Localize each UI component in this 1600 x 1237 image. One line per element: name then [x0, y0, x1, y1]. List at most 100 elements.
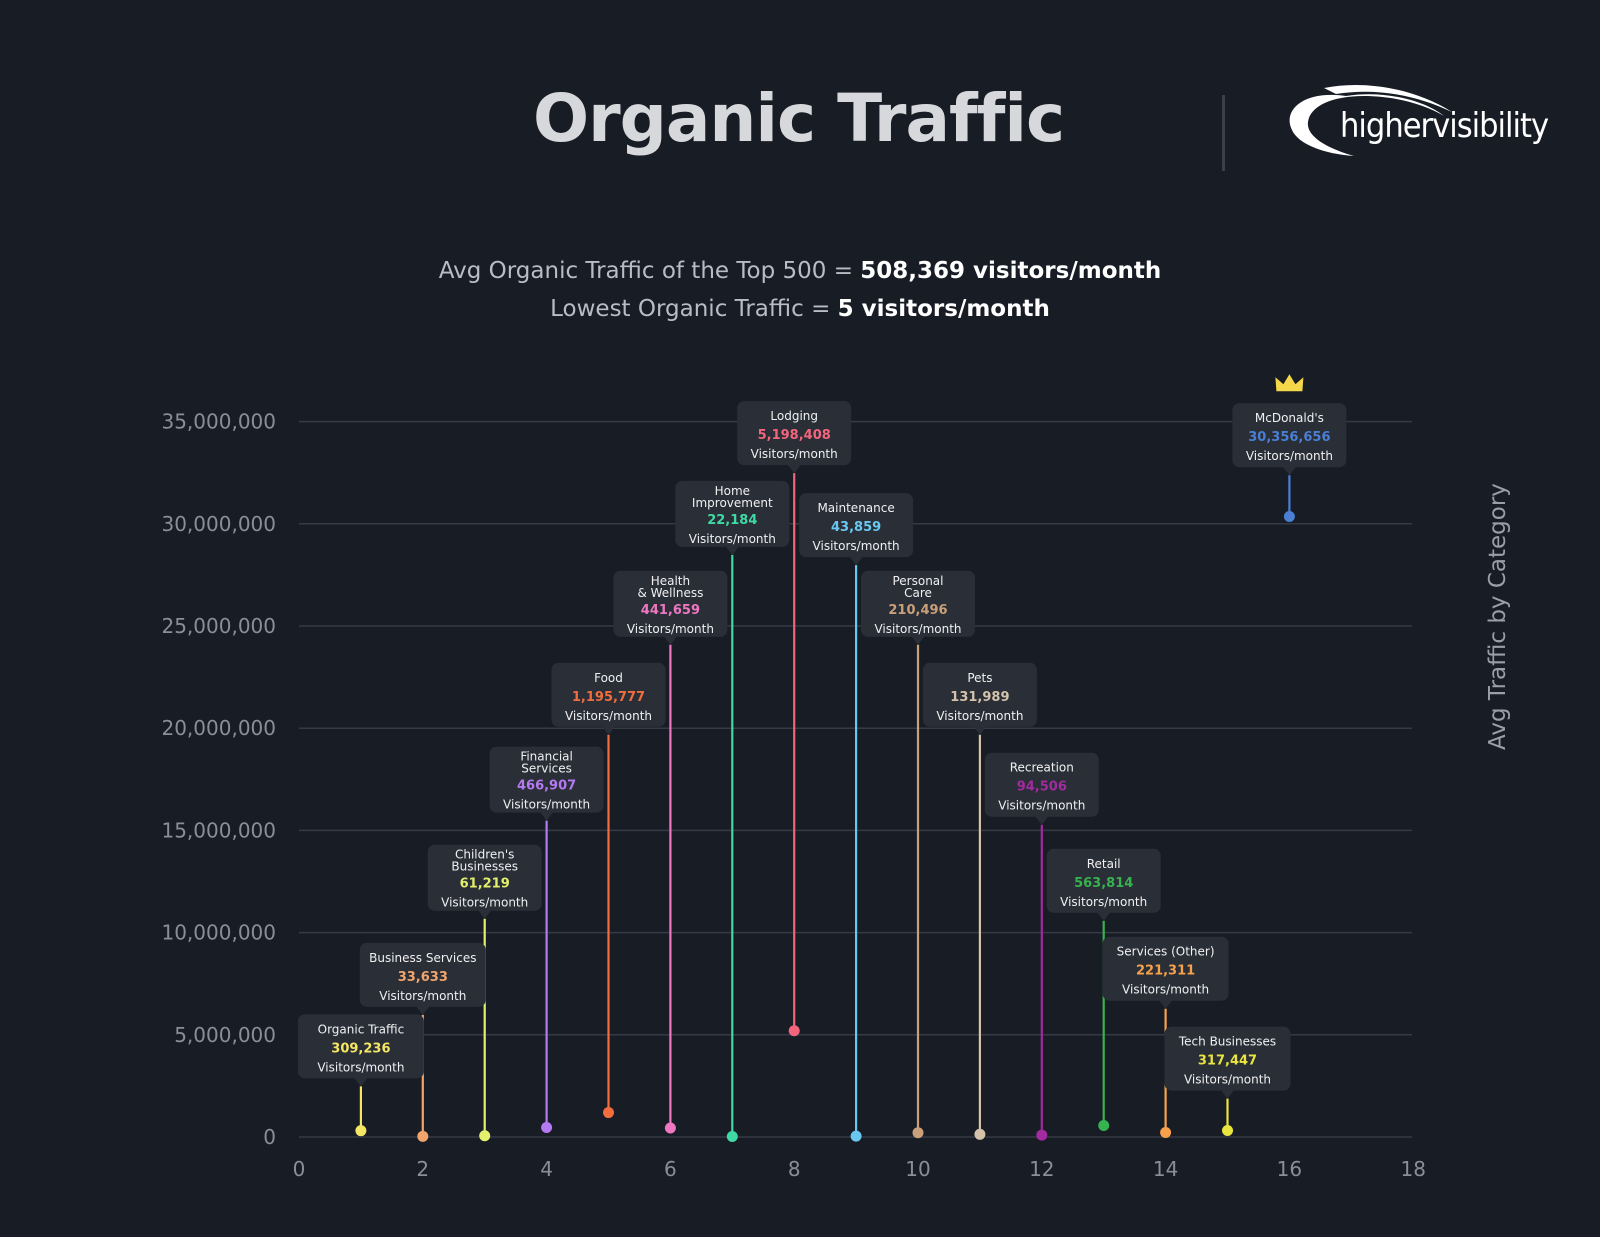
point-dot-0 — [355, 1125, 367, 1137]
point-name: Children's — [455, 848, 514, 862]
point-unit: Visitors/month — [441, 896, 528, 910]
x-tick-label: 6 — [664, 1157, 677, 1181]
point-value: 210,496 — [888, 603, 947, 618]
point-value: 563,814 — [1074, 876, 1133, 891]
point-value: 33,633 — [398, 970, 448, 985]
label-callout: Lodging 5,198,408 Visitors/month — [737, 401, 852, 474]
point-dot-8 — [850, 1130, 862, 1142]
logo-text: highervisibility — [1340, 106, 1549, 146]
point-unit: Visitors/month — [936, 709, 1023, 723]
label-pointer — [539, 811, 554, 821]
point-unit: Visitors/month — [317, 1060, 404, 1074]
label-pointer — [1034, 815, 1049, 825]
point-value: 131,989 — [950, 690, 1009, 705]
label-pointer — [663, 635, 678, 645]
point-name: Business Services — [369, 951, 476, 965]
x-tick-label: 2 — [416, 1157, 429, 1181]
label-pointer — [1158, 999, 1173, 1009]
label-callout: Maintenance 43,859 Visitors/month — [799, 493, 914, 566]
point-value: 61,219 — [460, 877, 510, 892]
point-value: 309,236 — [331, 1041, 390, 1056]
label-pointer — [1096, 911, 1111, 921]
subtitle-lowest-prefix: Lowest Organic Traffic = — [550, 296, 838, 322]
label-callout: Organic Traffic 309,236 Visitors/month — [297, 1014, 424, 1087]
point-unit: Visitors/month — [379, 989, 466, 1003]
x-tick-label: 4 — [540, 1157, 553, 1181]
point-unit: Visitors/month — [1246, 449, 1333, 463]
point-value: 94,506 — [1017, 780, 1067, 795]
point-name: Pets — [967, 671, 992, 685]
point-name: & Wellness — [637, 586, 703, 600]
label-pointer — [725, 545, 740, 555]
point-value: 30,356,656 — [1248, 430, 1330, 445]
label-pointer — [972, 725, 987, 735]
logo-swoosh-icon — [1289, 85, 1452, 156]
point-dot-3 — [541, 1121, 553, 1133]
point-dot-1 — [417, 1130, 429, 1142]
label-box — [1046, 848, 1161, 913]
page-title: Organic Traffic — [533, 80, 1065, 157]
point-dot-5 — [664, 1122, 676, 1134]
subtitle-average-value: 508,369 visitors/month — [860, 258, 1162, 284]
label-box — [551, 662, 666, 727]
y-tick-label: 30,000,000 — [161, 512, 276, 536]
label-box — [427, 844, 542, 911]
x-tick-label: 8 — [788, 1157, 801, 1181]
point-unit: Visitors/month — [751, 447, 838, 461]
y-tick-label: 15,000,000 — [161, 818, 276, 842]
point-name: Retail — [1087, 857, 1121, 871]
point-value: 221,311 — [1136, 964, 1195, 979]
point-name: Financial — [520, 750, 573, 764]
subtitle-lowest-value: 5 visitors/month — [837, 296, 1050, 322]
point-unit: Visitors/month — [1060, 895, 1147, 909]
dot-layer — [355, 511, 1295, 1143]
label-pointer — [415, 1005, 430, 1015]
label-pointer — [353, 1077, 368, 1087]
label-box — [359, 942, 486, 1007]
x-tick-label: 16 — [1277, 1157, 1302, 1181]
point-name: Home — [715, 484, 750, 498]
point-value: 5,198,408 — [758, 428, 831, 443]
x-tick-label: 0 — [293, 1157, 306, 1181]
label-box — [861, 570, 975, 637]
point-name: Health — [651, 574, 690, 588]
point-value: 441,659 — [641, 603, 700, 618]
point-name: Organic Traffic — [318, 1022, 405, 1036]
point-dot-14 — [1222, 1125, 1233, 1137]
point-dot-9 — [912, 1127, 924, 1139]
label-pointer — [1282, 466, 1297, 476]
point-unit: Visitors/month — [1184, 1073, 1271, 1087]
label-callout: Services (Other) 221,311 Visitors/month — [1102, 936, 1229, 1009]
x-tick-label: 12 — [1029, 1157, 1054, 1181]
point-dot-10 — [974, 1128, 986, 1140]
label-box — [1232, 403, 1347, 468]
point-value: 317,447 — [1198, 1054, 1257, 1069]
label-pointer — [787, 464, 802, 474]
subtitle-average: Avg Organic Traffic of the Top 500 = 508… — [0, 258, 1600, 284]
label-box — [489, 746, 604, 813]
point-value: 1,195,777 — [572, 690, 645, 705]
label-box — [1164, 1026, 1291, 1091]
point-name: Tech Businesses — [1178, 1035, 1276, 1049]
point-dot-4 — [603, 1107, 614, 1119]
label-box — [984, 752, 1099, 817]
y-axis-label: Avg Traffic by Category — [1485, 483, 1511, 750]
label-box — [737, 401, 852, 466]
point-dot-6 — [726, 1131, 738, 1143]
label-callout: Food 1,195,777 Visitors/month — [551, 662, 666, 735]
point-name: Care — [904, 586, 932, 600]
subtitle-average-prefix: Avg Organic Traffic of the Top 500 = — [438, 258, 861, 284]
label-box — [675, 480, 790, 547]
point-unit: Visitors/month — [503, 798, 590, 812]
label-layer: Organic Traffic 309,236 Visitors/month Busi… — [297, 374, 1347, 1099]
point-name: Maintenance — [817, 501, 894, 515]
point-dot-13 — [1160, 1126, 1172, 1138]
point-name: McDonald's — [1255, 411, 1324, 425]
y-tick-label: 25,000,000 — [161, 614, 276, 638]
point-value: 43,859 — [831, 520, 881, 535]
point-unit: Visitors/month — [627, 622, 714, 636]
